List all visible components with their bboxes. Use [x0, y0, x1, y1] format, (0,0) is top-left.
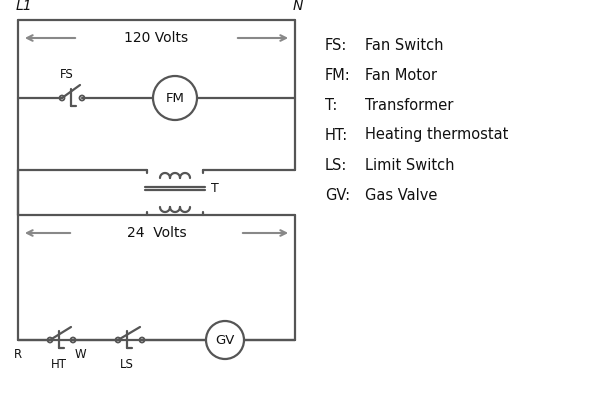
Circle shape	[206, 321, 244, 359]
Circle shape	[153, 76, 197, 120]
Text: 24  Volts: 24 Volts	[127, 226, 186, 240]
Text: W: W	[74, 348, 86, 360]
Text: Fan Switch: Fan Switch	[365, 38, 444, 52]
Text: Fan Motor: Fan Motor	[365, 68, 437, 82]
Text: 120 Volts: 120 Volts	[124, 31, 189, 45]
Text: FS: FS	[60, 68, 74, 80]
Text: HT: HT	[51, 358, 67, 372]
Text: Transformer: Transformer	[365, 98, 453, 112]
Text: LS:: LS:	[325, 158, 348, 172]
Text: L1: L1	[16, 0, 32, 13]
Text: R: R	[14, 348, 22, 360]
Text: FM: FM	[166, 92, 185, 104]
Text: FM:: FM:	[325, 68, 350, 82]
Text: T:: T:	[325, 98, 337, 112]
Text: HT:: HT:	[325, 128, 348, 142]
Text: GV: GV	[215, 334, 235, 346]
Text: Gas Valve: Gas Valve	[365, 188, 437, 202]
Text: N: N	[293, 0, 303, 13]
Text: T: T	[211, 182, 219, 195]
Text: FS:: FS:	[325, 38, 348, 52]
Text: LS: LS	[120, 358, 134, 372]
Text: Heating thermostat: Heating thermostat	[365, 128, 509, 142]
Text: Limit Switch: Limit Switch	[365, 158, 454, 172]
Text: GV:: GV:	[325, 188, 350, 202]
